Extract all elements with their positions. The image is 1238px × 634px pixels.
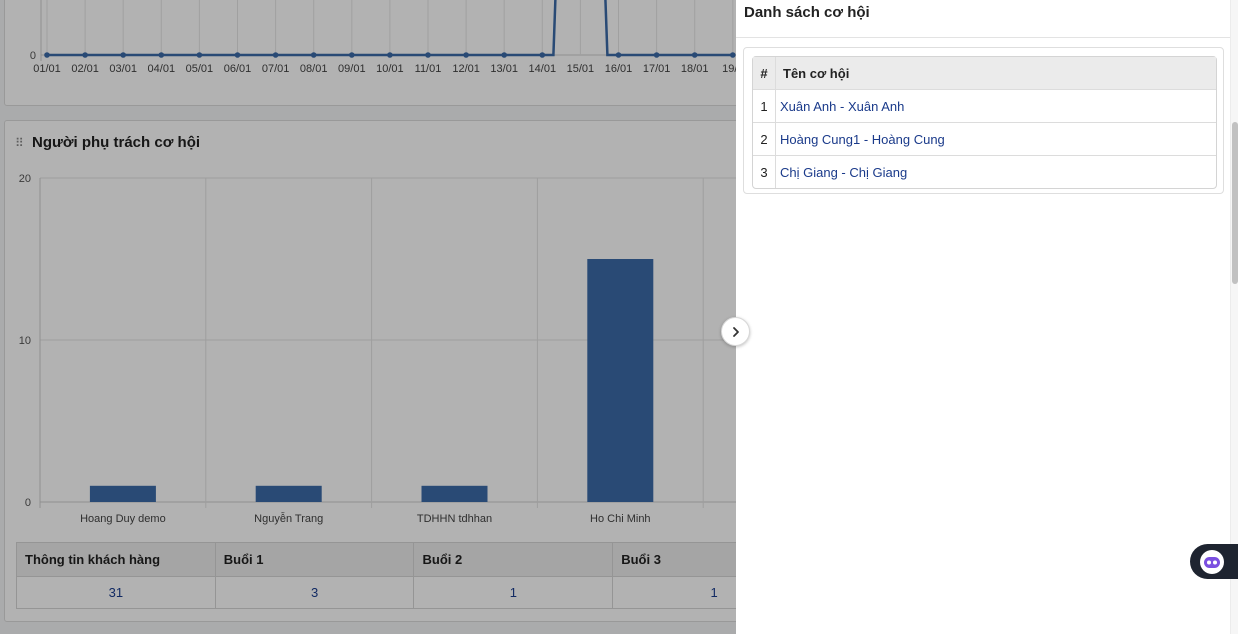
opportunity-link[interactable]: Chị Giang - Chị Giang [780,164,908,180]
data-point [653,52,660,58]
stats-header-customer-info: Thông tin khách hàng [16,542,216,577]
y-tick-label: 0 [30,50,36,62]
opportunity-link[interactable]: Hoàng Cung1 - Hoàng Cung [780,131,945,147]
drawer-content: # Tên cơ hội 1 Xuân Anh - Xuân Anh 2 Hoà… [743,47,1224,194]
opportunity-link[interactable]: Xuân Anh - Xuân Anh [780,98,905,114]
bar [421,485,488,502]
bar [89,485,156,502]
x-tick-label: 05/01 [186,63,214,75]
data-point [349,52,355,58]
data-point [44,52,50,58]
y-tick-label: 10 [19,335,31,347]
x-tick-label: 17/01 [643,63,671,75]
table-row: 2 Hoàng Cung1 - Hoàng Cung [753,122,1216,155]
x-tick-label: Hoang Duy demo [80,513,166,525]
table-row: 3 Chị Giang - Chị Giang [753,155,1216,188]
x-tick-label: 18/01 [681,63,709,75]
bar-chart: 0 10 20 Hoang Duy demo Nguyễn Trang TDHHN tdh… [19,173,763,525]
x-tick-label: 09/01 [338,63,366,75]
stats-value-session-1[interactable]: 3 [214,576,415,609]
data-point [501,52,508,58]
x-tick-label: 14/01 [529,63,557,75]
series-line [47,0,733,57]
row-index: 3 [753,155,776,188]
line-chart-card: 0 01/01 02/01 03/01 04/01 05/01 06/01 07/01 08/0… [4,0,765,106]
line-chart: 001/01 02/01 03/01 04/01 05/01 06/01 07/01 08/0… [30,0,765,75]
bar [587,259,654,502]
y-tick-label: 0 [25,497,31,509]
x-tick-label: 16/01 [605,63,633,75]
data-point [158,52,165,58]
stats-value-session-2[interactable]: 1 [413,576,614,609]
data-point [82,52,88,58]
stats-table: Thông tin khách hàng Buổi 1 Buổi 2 Buổi … [16,542,816,609]
chat-widget-button[interactable] [1190,544,1238,579]
drawer-scrollbar[interactable] [1230,0,1238,634]
x-tick-label: 06/01 [224,63,252,75]
data-point [234,52,241,58]
x-tick-label: 04/01 [148,63,176,75]
data-point [387,52,393,58]
table-header-row: # Tên cơ hội [753,57,1216,89]
x-tick-label: 10/01 [376,63,404,75]
data-point [272,52,279,58]
x-tick-label: Ho Chi Minh [590,513,651,525]
y-tick-label: 20 [19,173,31,185]
stats-header-session-2: Buổi 2 [413,542,614,577]
column-index: # [753,57,776,89]
chevron-right-icon [732,326,739,337]
x-tick-label: 08/01 [300,63,328,75]
row-index: 1 [753,89,776,122]
table-row: 1 Xuân Anh - Xuân Anh [753,89,1216,122]
x-tick-label: 12/01 [452,63,480,75]
x-tick-label: 15/01 [567,63,595,75]
x-tick-label: 03/01 [109,63,137,75]
data-point [539,52,546,58]
data-point [425,52,431,58]
data-point [310,52,317,58]
column-opportunity-name: Tên cơ hội [776,57,1216,89]
drawer-header: Danh sách cơ hội [736,0,1230,38]
bar-chart-title: Người phụ trách cơ hội [32,134,201,151]
data-point [196,52,203,58]
drawer-title: Danh sách cơ hội [744,4,870,21]
data-point [463,52,469,58]
opportunity-drawer: Danh sách cơ hội # Tên cơ hội 1 Xuân Anh… [736,0,1238,634]
data-point [120,52,126,58]
x-tick-label: 11/01 [415,63,442,75]
row-index: 2 [753,122,776,155]
stats-header-session-1: Buổi 1 [214,542,415,577]
bar [255,485,322,502]
data-point [615,52,622,58]
x-tick-label: 01/01 [33,63,61,75]
scrollbar-thumb[interactable] [1232,122,1238,284]
x-tick-label: TDHHN tdhhan [417,513,492,525]
data-point [691,52,698,58]
drag-handle-icon[interactable]: ⠿ [15,136,24,150]
bar-chart-card: ⠿ Người phụ trách cơ hội 0 10 20 Hoang Duy … [4,120,816,622]
x-tick-label: Nguyễn Trang [254,512,323,525]
stats-value-customer-info[interactable]: 31 [16,576,216,609]
data-point [730,52,736,58]
chatbot-icon [1200,549,1224,574]
collapse-drawer-button[interactable] [721,317,750,346]
x-tick-label: 02/01 [71,63,99,75]
opportunity-table: # Tên cơ hội 1 Xuân Anh - Xuân Anh 2 Hoà… [752,56,1217,189]
x-tick-label: 07/01 [262,63,290,75]
x-tick-label: 13/01 [490,63,518,75]
